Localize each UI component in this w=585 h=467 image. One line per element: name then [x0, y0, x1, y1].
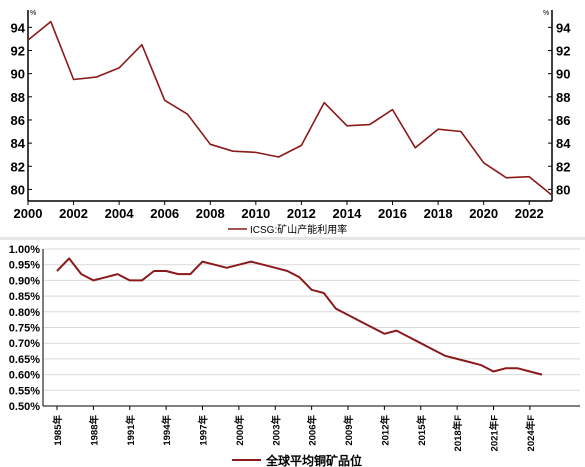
x-tick-label: 2020 — [469, 206, 498, 221]
y-tick-label: 0.60% — [9, 370, 40, 382]
x-tick-label: 2000 — [14, 206, 43, 221]
x-tick-label: 2000年 — [234, 415, 246, 446]
x-tick-label: 2016 — [378, 206, 407, 221]
y-tick-label: 0.95% — [9, 260, 40, 272]
x-tick-label: 2012 — [287, 206, 316, 221]
left-y-tick-label: 94 — [11, 20, 26, 35]
series-line-mine-utilization — [27, 20, 553, 196]
x-tick-label: 1991年 — [125, 415, 137, 446]
y-tick-label: 0.65% — [9, 354, 40, 366]
x-tick-label: 2006 — [150, 206, 179, 221]
left-y-tick-label: 92 — [11, 44, 25, 59]
right-y-tick-label: 90 — [556, 67, 570, 82]
x-tick-label: 2021年F — [489, 415, 501, 452]
series-line-copper-grade — [56, 257, 543, 376]
x-tick-label: 2014 — [332, 206, 362, 221]
x-tick-label: 2009年 — [343, 415, 355, 446]
left-y-tick-label: 86 — [11, 113, 25, 128]
x-tick-label: 1985年 — [52, 415, 64, 446]
right-y-tick-label: 84 — [556, 136, 571, 151]
x-tick-label: 2002 — [59, 206, 88, 221]
x-tick-label: 2012年 — [379, 415, 391, 446]
x-tick-label: 1997年 — [198, 415, 210, 446]
x-tick-label: 2006年 — [307, 415, 319, 446]
left-y-tick-label: 80 — [11, 182, 25, 197]
right-y-tick-label: 80 — [556, 182, 570, 197]
y-tick-label: 0.85% — [9, 291, 40, 303]
legend-label-mine-utilization: ICSG:矿山产能利用率 — [250, 223, 347, 236]
left-y-tick-label: 90 — [11, 67, 25, 82]
right-y-tick-label: 82 — [556, 159, 570, 174]
left-y-tick-label: 88 — [11, 90, 25, 105]
left-unit-label: % — [30, 10, 36, 17]
right-y-tick-label: 88 — [556, 90, 570, 105]
right-y-tick-label: 94 — [556, 20, 571, 35]
x-tick-label: 1988年 — [88, 415, 100, 446]
x-tick-label: 2018年F — [452, 415, 464, 452]
left-y-tick-label: 84 — [11, 136, 26, 151]
left-y-tick-label: 82 — [11, 159, 25, 174]
y-tick-label: 0.50% — [9, 401, 40, 413]
y-tick-label: 0.70% — [9, 338, 40, 350]
y-tick-label: 1.00% — [9, 244, 40, 256]
legend-label-copper-grade: 全球平均铜矿品位 — [265, 453, 362, 467]
x-tick-label: 2010 — [241, 206, 270, 221]
x-tick-label: 2022 — [515, 206, 544, 221]
x-tick-label: 2003年 — [270, 415, 282, 446]
y-tick-label: 0.90% — [9, 275, 40, 287]
x-tick-label: 2008 — [196, 206, 225, 221]
x-tick-label: 1994年 — [161, 415, 173, 446]
x-tick-label: 2018 — [424, 206, 453, 221]
right-y-tick-label: 92 — [556, 44, 570, 59]
chart-separator — [0, 237, 585, 240]
y-tick-label: 0.75% — [9, 323, 40, 335]
right-y-tick-label: 86 — [556, 113, 570, 128]
x-tick-label: 2004 — [105, 206, 135, 221]
x-tick-label: 2015年 — [416, 415, 428, 446]
x-tick-label: 2024年F — [525, 415, 537, 452]
y-tick-label: 0.55% — [9, 385, 40, 397]
right-unit-label: % — [543, 10, 549, 17]
y-tick-label: 0.80% — [9, 307, 40, 319]
